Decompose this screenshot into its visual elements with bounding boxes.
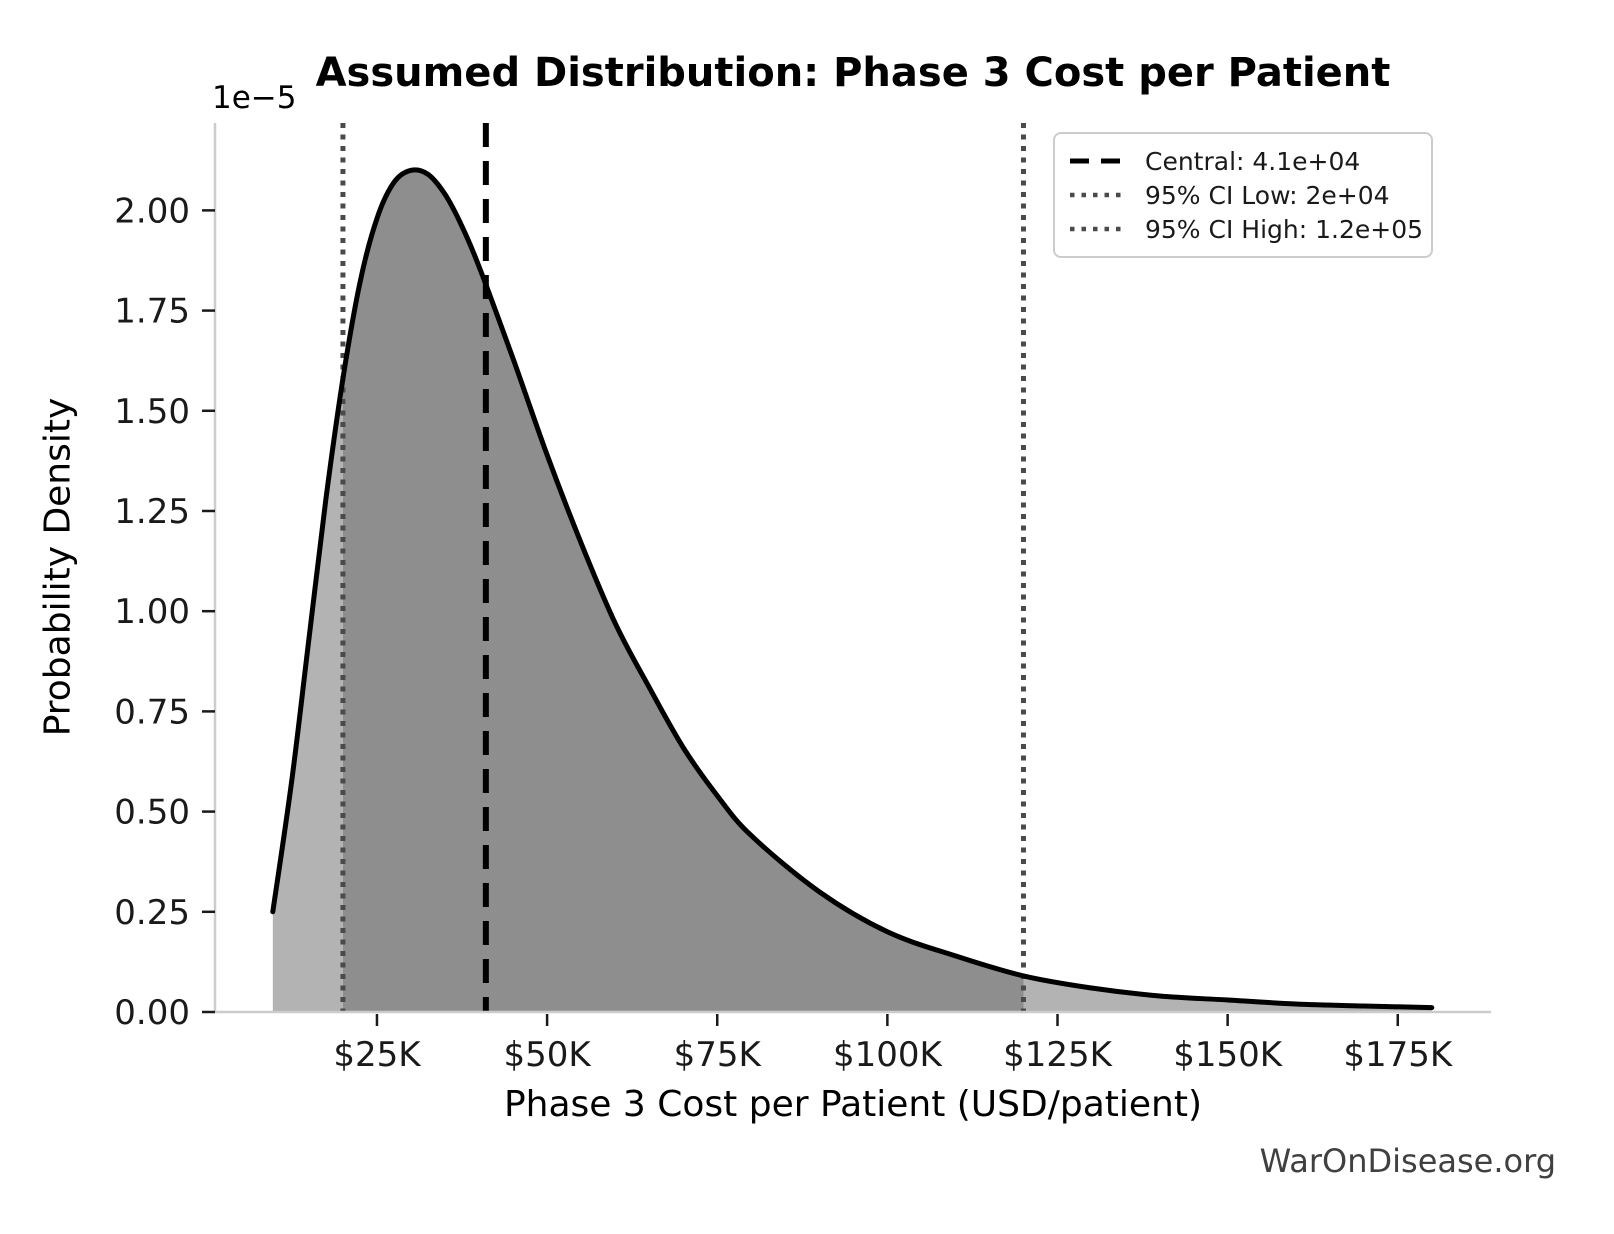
y-tick-label: 1.25 [114, 492, 190, 532]
y-tick-label: 0.50 [114, 793, 190, 833]
y-tick-label: 0.00 [114, 993, 190, 1033]
legend-line-sample-ci-high [1070, 226, 1126, 232]
density-curve [270, 167, 1435, 1011]
density-fill-ci [342, 169, 1024, 1012]
legend-line-sample-central [1070, 158, 1126, 164]
y-tick-label: 1.75 [114, 292, 190, 332]
y-axis-label: Probability Density [37, 397, 79, 737]
legend-label-ci-high: 95% CI High: 1.2e+05 [1145, 214, 1424, 244]
x-tick-label: $175K [1343, 1035, 1454, 1075]
legend-item-central: Central: 4.1e+04 [1069, 144, 1417, 178]
legend-item-ci-low: 95% CI Low: 2e+04 [1069, 178, 1417, 212]
x-axis-label: Phase 3 Cost per Patient (USD/patient) [503, 1084, 1203, 1125]
y-tick-label: 0.25 [114, 893, 190, 933]
x-tick-label: $125K [1003, 1035, 1114, 1075]
legend-line-sample-ci-low [1070, 192, 1126, 198]
y-axis-offset-label: 1e−5 [212, 80, 297, 116]
x-tick-label: $50K [503, 1035, 592, 1075]
y-tick-label: 1.50 [114, 392, 190, 432]
y-tick-label: 0.75 [114, 692, 190, 732]
x-tick-label: $150K [1173, 1035, 1284, 1075]
legend: Central: 4.1e+04 95% CI Low: 2e+04 95% C… [1053, 132, 1433, 258]
x-tick-label: $75K [674, 1035, 763, 1075]
watermark: WarOnDisease.org [1259, 1142, 1556, 1180]
legend-label-central: Central: 4.1e+04 [1145, 146, 1361, 176]
y-tick-label: 2.00 [114, 191, 190, 231]
x-tick-label: $25K [333, 1035, 422, 1075]
legend-item-ci-high: 95% CI High: 1.2e+05 [1069, 212, 1423, 246]
chart-title: Assumed Distribution: Phase 3 Cost per P… [315, 50, 1391, 96]
x-tick-label: $100K [833, 1035, 944, 1075]
y-tick-label: 1.00 [114, 592, 190, 632]
legend-label-ci-low: 95% CI Low: 2e+04 [1145, 180, 1390, 210]
